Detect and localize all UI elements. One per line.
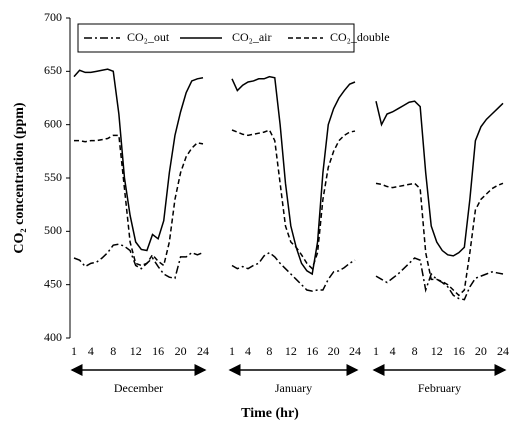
x-tick-label: 12 — [130, 344, 142, 358]
x-tick-label: 12 — [285, 344, 297, 358]
x-tick-label: 4 — [88, 344, 94, 358]
y-axis-label: CO₂ concentration (ppm) — [12, 102, 27, 254]
y-tick-label: 400 — [44, 330, 62, 344]
legend-label: CO₂_air — [232, 30, 272, 44]
x-tick-label: 1 — [229, 344, 235, 358]
x-tick-label: 1 — [373, 344, 379, 358]
panel-label: January — [275, 381, 312, 395]
legend-label: CO₂_double — [330, 30, 390, 44]
x-tick-label: 20 — [328, 344, 340, 358]
panel-label: December — [114, 381, 163, 395]
x-tick-label: 1 — [71, 344, 77, 358]
x-tick-label: 4 — [390, 344, 396, 358]
x-axis-label: Time (hr) — [241, 406, 299, 421]
x-tick-label: 8 — [412, 344, 418, 358]
x-tick-label: 8 — [266, 344, 272, 358]
x-tick-label: 16 — [152, 344, 164, 358]
y-tick-label: 650 — [44, 63, 62, 77]
y-tick-label: 700 — [44, 10, 62, 24]
series-line — [74, 134, 204, 267]
series-line — [375, 182, 504, 297]
y-tick-label: 550 — [44, 170, 62, 184]
x-tick-label: 20 — [475, 344, 487, 358]
series-line — [375, 257, 504, 301]
series-line — [231, 251, 356, 292]
series-line — [73, 68, 204, 252]
legend-label: CO₂_out — [127, 30, 170, 44]
series-line — [375, 100, 504, 257]
y-tick-label: 500 — [44, 223, 62, 237]
series-line — [73, 243, 204, 280]
x-tick-label: 12 — [431, 344, 443, 358]
x-tick-label: 24 — [349, 344, 361, 358]
x-tick-label: 8 — [110, 344, 116, 358]
panel-label: February — [418, 381, 461, 395]
series-line — [231, 129, 356, 271]
x-tick-label: 24 — [197, 344, 209, 358]
y-tick-label: 450 — [44, 276, 62, 290]
series-line — [231, 75, 356, 276]
y-tick-label: 600 — [44, 116, 62, 130]
x-tick-label: 20 — [175, 344, 187, 358]
x-tick-label: 16 — [306, 344, 318, 358]
x-tick-label: 16 — [453, 344, 465, 358]
x-tick-label: 24 — [497, 344, 509, 358]
x-tick-label: 4 — [245, 344, 251, 358]
